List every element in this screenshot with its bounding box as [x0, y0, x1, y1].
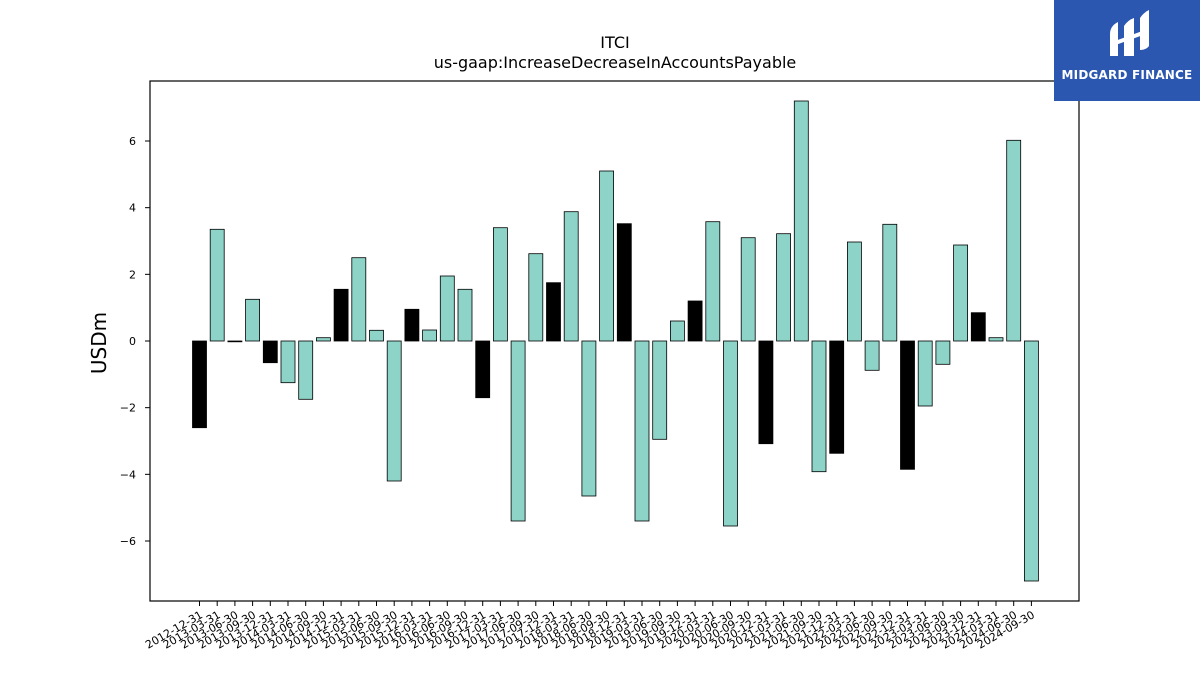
bar-2019-12-31	[687, 300, 703, 342]
chart-subtitle: us-gaap:IncreaseDecreaseInAccountsPayabl…	[434, 53, 797, 72]
y-axis-label: USDm	[87, 312, 111, 374]
bar-2021-12-31	[829, 340, 845, 454]
y-tick-label: 6	[129, 135, 136, 148]
bar-2018-12-31	[616, 223, 632, 342]
bar-2023-09-30	[953, 244, 968, 342]
bar-2017-03-31	[492, 227, 508, 342]
bar-2016-03-31	[422, 329, 438, 342]
bar-2019-03-31	[634, 340, 650, 522]
y-tick-label: 0	[129, 335, 136, 348]
y-tick-label: −2	[120, 402, 136, 415]
bar-2015-12-31	[404, 308, 420, 342]
bar-2013-03-31	[209, 228, 225, 342]
bar-2017-06-30	[510, 340, 526, 522]
bar-2021-06-30	[793, 100, 809, 342]
bar-2022-03-31	[847, 241, 862, 342]
y-axis-ticks: −6 −4 −2 0 2 4 6	[120, 135, 150, 548]
bars-group	[192, 100, 1039, 582]
bar-2024-09-30	[1024, 340, 1039, 582]
bar-2014-09-30	[315, 337, 331, 342]
bar-2013-06-30	[227, 340, 243, 343]
bar-2022-06-30	[864, 340, 880, 371]
bar-2020-06-30	[723, 340, 738, 527]
y-tick-label: −6	[120, 535, 136, 548]
bar-2023-06-30	[935, 340, 951, 365]
bar-2018-03-31	[563, 211, 579, 342]
bar-2012-12-31	[192, 340, 207, 429]
bar-2021-09-30	[811, 340, 827, 473]
brand-logo-mark-icon	[1110, 10, 1149, 56]
bar-2021-03-31	[776, 233, 791, 342]
bar-2016-12-31	[475, 340, 491, 399]
bar-2018-09-30	[599, 170, 614, 342]
x-axis-ticks: 2012-12-312013-03-312013-06-302013-09-30…	[143, 601, 1037, 652]
bar-2014-03-31	[280, 340, 296, 384]
chart-title: ITCI	[600, 33, 629, 52]
bar-2022-12-31	[900, 340, 915, 470]
y-tick-label: 2	[129, 268, 136, 281]
bar-2014-12-31	[333, 288, 349, 342]
bar-2022-09-30	[882, 223, 898, 342]
bar-2015-09-30	[386, 340, 402, 482]
bar-2024-03-31	[988, 337, 1004, 342]
brand-logo: MIDGARD FINANCE	[1054, 0, 1200, 101]
bar-2020-09-30	[740, 237, 756, 342]
bar-2016-09-30	[457, 288, 473, 342]
bar-2018-06-30	[581, 340, 597, 497]
bar-2023-03-31	[917, 340, 933, 407]
brand-name: MIDGARD FINANCE	[1061, 68, 1193, 82]
plot-area-frame	[149, 80, 1080, 602]
bar-2015-03-31	[351, 257, 367, 342]
y-tick-label: 4	[129, 202, 136, 215]
bar-2017-09-30	[528, 253, 544, 342]
bar-2023-12-31	[970, 312, 986, 342]
bar-2019-06-30	[652, 340, 668, 440]
bar-2020-12-31	[758, 340, 774, 445]
bar-2017-12-31	[546, 282, 561, 342]
bar-2019-09-30	[670, 320, 685, 342]
bar-2015-06-30	[369, 329, 384, 342]
bar-2013-09-30	[245, 298, 261, 342]
bar-2014-06-30	[298, 340, 314, 400]
bar-2024-06-30	[1006, 139, 1022, 342]
bar-2020-03-31	[705, 221, 721, 342]
bar-2016-06-30	[439, 275, 455, 342]
y-tick-label: −4	[120, 468, 136, 481]
bar-2013-12-31	[262, 340, 278, 364]
